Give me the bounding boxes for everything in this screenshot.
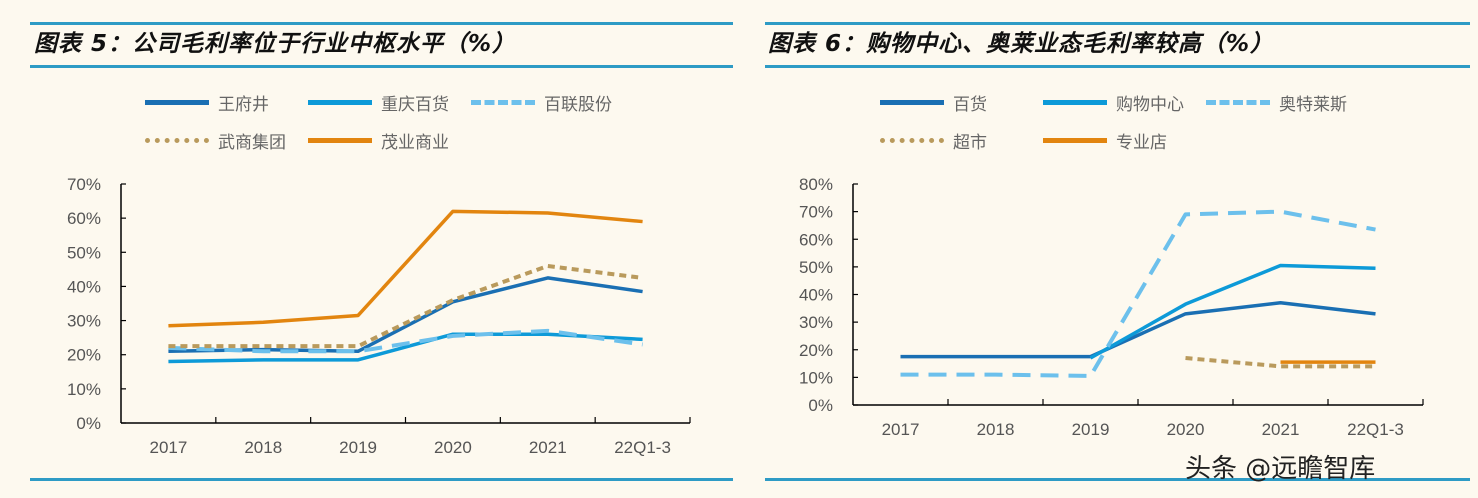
x-tick-label: 2017	[150, 438, 188, 457]
rule-mid-left	[30, 65, 733, 68]
legend-swatch	[471, 99, 535, 105]
y-tick-label: 0%	[808, 396, 833, 415]
legend-swatch	[1043, 137, 1107, 143]
legend-label: 重庆百货	[381, 94, 449, 115]
legend-swatch	[145, 137, 209, 143]
legend-label: 奥特莱斯	[1279, 94, 1347, 115]
legend-item: 武商集团	[145, 129, 308, 153]
legend-swatch	[308, 99, 372, 105]
y-tick-label: 20%	[799, 341, 833, 360]
y-tick-label: 30%	[799, 313, 833, 332]
legend-item: 百货	[880, 91, 1043, 115]
rule-top-left	[30, 22, 733, 25]
series-line-百联股份	[168, 328, 643, 354]
legend-label: 百联股份	[544, 94, 612, 115]
legend-item: 专业店	[1043, 129, 1206, 153]
x-tick-label: 2018	[977, 420, 1015, 439]
rule-mid-right	[765, 65, 1470, 68]
legend-item: 超市	[880, 129, 1043, 153]
y-tick-label: 50%	[799, 258, 833, 277]
series-line-武商集团	[168, 263, 643, 349]
series-line-购物中心	[1089, 263, 1376, 360]
legend-swatch	[145, 99, 209, 105]
series-line-超市	[1185, 356, 1376, 369]
legend-swatch	[880, 99, 944, 105]
x-tick-label: 2019	[339, 438, 377, 457]
y-tick-label: 20%	[67, 346, 101, 365]
x-tick-label: 22Q1-3	[1347, 420, 1404, 439]
legend-swatch	[1206, 99, 1270, 105]
legend-chart-6: 百货 购物中心 奥特莱斯超市 专业店	[880, 91, 1380, 153]
legend-label: 王府井	[218, 94, 269, 115]
y-tick-label: 80%	[799, 175, 833, 194]
x-tick-label: 2017	[882, 420, 920, 439]
y-tick-label: 10%	[67, 380, 101, 399]
legend-swatch	[880, 137, 944, 143]
chart-title-6: 图表 6：购物中心、奥莱业态毛利率较高（%）	[768, 31, 1275, 57]
legend-label: 百货	[953, 94, 987, 115]
legend-item: 购物中心	[1043, 91, 1206, 115]
x-tick-label: 22Q1-3	[614, 438, 671, 457]
y-tick-label: 50%	[67, 243, 101, 262]
x-tick-label: 2020	[1167, 420, 1205, 439]
rule-bottom-right	[765, 478, 1470, 481]
legend-item: 茂业商业	[308, 129, 471, 153]
series-line-茂业商业	[168, 209, 643, 328]
y-tick-label: 10%	[799, 368, 833, 387]
legend-label: 武商集团	[218, 132, 286, 153]
legend-item: 王府井	[145, 91, 308, 115]
legend-item: 奥特莱斯	[1206, 91, 1369, 115]
x-tick-label: 2020	[434, 438, 472, 457]
series-line-王府井	[168, 276, 643, 354]
y-tick-label: 0%	[76, 414, 101, 433]
y-tick-label: 60%	[799, 230, 833, 249]
legend-label: 专业店	[1116, 132, 1167, 153]
series-line-重庆百货	[168, 332, 643, 364]
y-tick-label: 60%	[67, 209, 101, 228]
y-tick-label: 70%	[67, 175, 101, 194]
y-tick-label: 70%	[799, 203, 833, 222]
legend-swatch	[1043, 99, 1107, 105]
legend-chart-5: 王府井 重庆百货 百联股份武商集团 茂业商业	[145, 91, 645, 153]
legend-swatch	[308, 137, 372, 143]
rule-top-right	[765, 22, 1470, 25]
x-tick-label: 2021	[529, 438, 567, 457]
legend-label: 超市	[953, 132, 987, 153]
legend-label: 茂业商业	[381, 132, 449, 153]
x-tick-label: 2021	[1262, 420, 1300, 439]
chart-title-5: 图表 5：公司毛利率位于行业中枢水平（%）	[34, 31, 517, 57]
y-tick-label: 40%	[799, 286, 833, 305]
legend-label: 购物中心	[1116, 94, 1184, 115]
y-tick-label: 30%	[67, 312, 101, 331]
legend-item: 百联股份	[471, 91, 634, 115]
series-line-百货	[900, 301, 1376, 359]
rule-bottom-left	[30, 478, 733, 481]
legend-item: 重庆百货	[308, 91, 471, 115]
x-tick-label: 2019	[1072, 420, 1110, 439]
series-line-奥特莱斯	[900, 209, 1376, 378]
y-tick-label: 40%	[67, 277, 101, 296]
watermark: 头条 @远瞻智库	[1185, 454, 1376, 484]
x-tick-label: 2018	[244, 438, 282, 457]
